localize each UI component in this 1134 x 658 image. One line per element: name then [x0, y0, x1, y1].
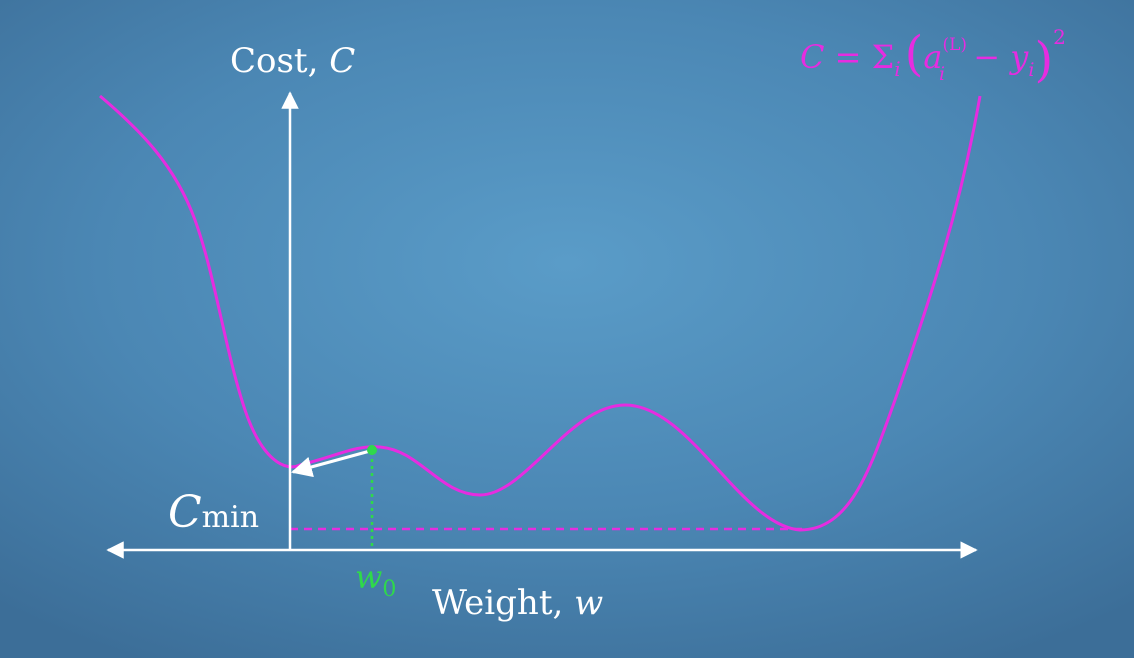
cost-curve — [99, 94, 982, 532]
w0-label: w0 — [355, 558, 396, 602]
gradient-step-arrow — [290, 449, 371, 478]
w0-point-marker — [367, 445, 377, 455]
cost-formula: C = Σi(a(L) i − yi)2 — [800, 25, 1066, 88]
y-axis-label: Cost, C — [230, 41, 355, 81]
cmin-label: Cmin — [168, 487, 259, 538]
x-axis-label: Weight, w — [432, 583, 603, 623]
